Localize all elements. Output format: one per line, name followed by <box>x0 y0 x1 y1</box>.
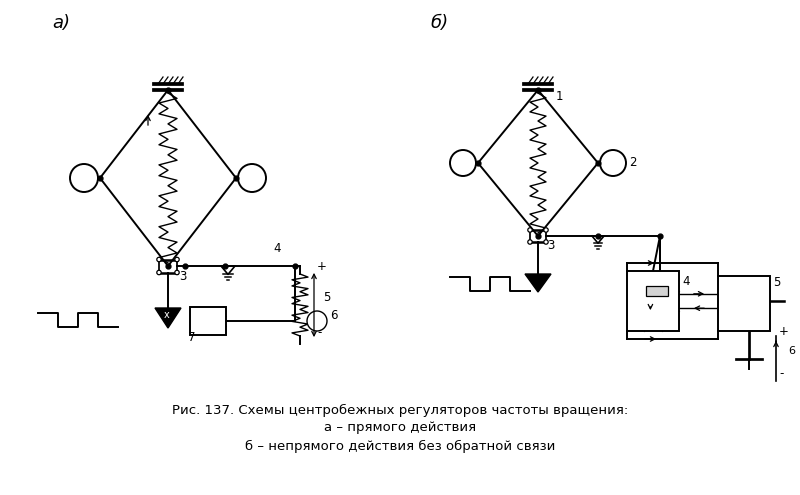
Text: 3: 3 <box>547 239 554 252</box>
Polygon shape <box>525 274 551 292</box>
Circle shape <box>307 311 327 331</box>
Bar <box>646 286 668 296</box>
Text: 2: 2 <box>629 156 637 169</box>
Text: 5: 5 <box>773 276 780 289</box>
Circle shape <box>544 228 548 232</box>
Text: б – непрямого действия без обратной связи: б – непрямого действия без обратной связ… <box>245 440 555 452</box>
Circle shape <box>175 270 179 275</box>
Circle shape <box>175 257 179 262</box>
Text: а): а) <box>52 14 70 32</box>
Bar <box>718 276 770 331</box>
Text: 3: 3 <box>179 270 186 283</box>
Text: 1: 1 <box>556 90 563 103</box>
Text: а – прямого действия: а – прямого действия <box>324 422 476 435</box>
Circle shape <box>450 150 476 176</box>
Polygon shape <box>155 308 181 328</box>
Text: 6: 6 <box>330 309 338 322</box>
Text: -: - <box>317 326 322 339</box>
Circle shape <box>544 240 548 244</box>
Circle shape <box>600 150 626 176</box>
Text: x: x <box>164 310 170 320</box>
Text: 7: 7 <box>188 331 195 344</box>
Circle shape <box>157 270 161 275</box>
Circle shape <box>238 164 266 192</box>
Text: 5: 5 <box>323 291 330 304</box>
Text: 4: 4 <box>682 275 690 288</box>
Circle shape <box>70 164 98 192</box>
Text: Рис. 137. Схемы центробежных регуляторов частоты вращения:: Рис. 137. Схемы центробежных регуляторов… <box>172 403 628 416</box>
Circle shape <box>528 228 532 232</box>
Bar <box>627 271 679 331</box>
Text: 6: 6 <box>788 346 795 356</box>
Text: б): б) <box>430 14 448 32</box>
Text: -: - <box>779 367 783 380</box>
Text: +: + <box>779 325 789 338</box>
Circle shape <box>157 257 161 262</box>
Text: 4: 4 <box>273 242 281 255</box>
Bar <box>190 307 226 335</box>
Circle shape <box>528 240 532 244</box>
Text: +: + <box>317 260 327 273</box>
